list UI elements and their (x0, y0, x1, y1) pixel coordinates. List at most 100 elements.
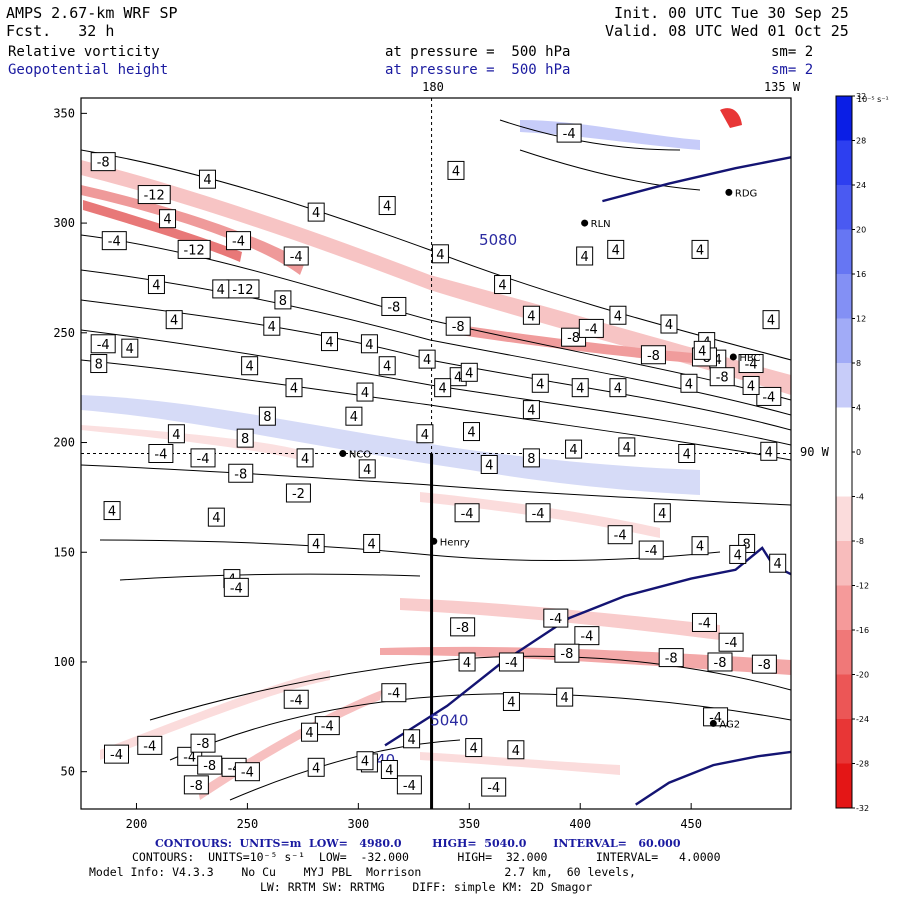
contour-label: 4 (383, 360, 391, 375)
contour-label: 4 (350, 410, 358, 425)
contour-label: -4 (645, 544, 658, 559)
contour-label-box (207, 507, 225, 527)
contour-label: -4 (110, 748, 123, 763)
physics-info: LW: RRTM SW: RRTMG DIFF: simple KM: 2D S… (260, 880, 593, 894)
contour-label-box (356, 382, 374, 402)
contour-label-box (576, 246, 594, 266)
contour-label: -8 (234, 467, 247, 482)
contour-label: 4 (268, 320, 276, 335)
contour-label-box (609, 378, 627, 398)
contour-label-box (418, 349, 436, 369)
contour-label-box (707, 652, 733, 672)
contour-label-box (307, 533, 325, 553)
contour-label-box (147, 275, 165, 295)
contour-label-box (236, 428, 254, 448)
contour-label: 4 (614, 382, 622, 397)
contour-label-box (356, 751, 374, 771)
colorbar-tick-label: 8 (856, 359, 861, 368)
y-tick-label: 100 (53, 655, 75, 669)
contour-label-box (165, 310, 183, 330)
contour-label: 8 (95, 358, 103, 373)
contour-label-box (431, 244, 449, 264)
contour-label: 8 (279, 294, 287, 309)
station-label: Henry (440, 537, 470, 548)
contour-label-box (396, 775, 422, 795)
contour-label-box (691, 239, 709, 259)
contour-label: 4 (467, 426, 475, 441)
colorbar-segment (836, 496, 852, 542)
contour-label-box (345, 406, 363, 426)
contour-label-box (190, 448, 216, 468)
contour-label: 4 (507, 695, 515, 710)
contour-label-box (618, 437, 636, 457)
contour-label-box (121, 338, 139, 358)
colorbar-segment (836, 541, 852, 586)
contour-label: 4 (163, 213, 171, 228)
contour-label-box (609, 305, 627, 325)
contour-label-box (463, 422, 480, 442)
contour-label: -4 (232, 235, 245, 250)
station-label: AG2 (719, 719, 740, 730)
station-label: RLN (591, 219, 611, 230)
contour-label-box (458, 652, 476, 672)
contour-label: 4 (312, 206, 320, 221)
contour-label-box (103, 501, 121, 521)
contour-label: 4 (361, 755, 369, 770)
contour-label-box (522, 305, 540, 325)
contour-label: 4 (498, 279, 506, 294)
station-marker (729, 353, 737, 361)
contour-label: 4 (454, 371, 462, 386)
contour-label-box (607, 239, 625, 259)
contour-label: -4 (532, 507, 545, 522)
contour-label: 4 (685, 377, 693, 392)
colorbar-tick-label: 16 (856, 270, 866, 279)
colorbar-segment (836, 318, 852, 364)
contour-label-box (450, 617, 476, 637)
contour-label: -4 (230, 581, 243, 596)
contour-label-box (363, 533, 381, 553)
lon-180-label: 180 (422, 80, 444, 94)
x-tick-label: 250 (237, 817, 259, 831)
colorbar-segment (836, 229, 852, 275)
contour-label-box (159, 209, 177, 229)
contour-label-box (104, 744, 129, 764)
y-axis: 50 100 150 200 250 300 350 (53, 106, 87, 779)
height-contour-line (635, 750, 791, 806)
contour-label: -4 (762, 390, 775, 405)
contour-label-box (751, 654, 777, 674)
contour-label: 4 (312, 537, 320, 552)
height-contour-label: 5040 (430, 712, 468, 730)
station-marker (709, 719, 717, 727)
contour-label: 4 (152, 279, 160, 294)
contour-label-box (258, 406, 276, 426)
contour-label: -4 (487, 781, 500, 796)
contour-label: -8 (452, 320, 465, 335)
contour-label: -8 (456, 621, 469, 636)
colorbar-tick-label: -32 (856, 804, 869, 813)
contour-label: -8 (97, 156, 110, 171)
contour-label-box (760, 441, 778, 461)
contour-label-box (465, 738, 483, 758)
contour-label: 4 (581, 250, 589, 265)
colorbar-unit: 10⁻⁵ s⁻¹ (857, 95, 889, 104)
contour-label: -12 (144, 189, 165, 204)
contour-label-box (223, 577, 249, 597)
contour-label: 4 (170, 314, 178, 329)
contour-label: -4 (563, 127, 576, 142)
contour-label-box (729, 544, 747, 564)
contour-label: -4 (549, 612, 562, 627)
contour-label-box (640, 345, 666, 365)
field2-name: Geopotential height (8, 62, 169, 78)
contour-label: -8 (716, 371, 729, 386)
contour-label: 4 (421, 428, 429, 443)
contour-label-box (137, 185, 171, 205)
colorbar-tick-label: 24 (856, 181, 866, 190)
contour-label: -4 (461, 507, 474, 522)
contour-label: 4 (126, 342, 134, 357)
model-info: Model Info: V4.3.3 No Cu MYJ PBL Morriso… (89, 865, 636, 879)
contour-label: -8 (560, 647, 573, 662)
station-label: HBC (739, 353, 760, 364)
contour-label-box (226, 231, 252, 251)
contour-label-box (691, 612, 717, 632)
